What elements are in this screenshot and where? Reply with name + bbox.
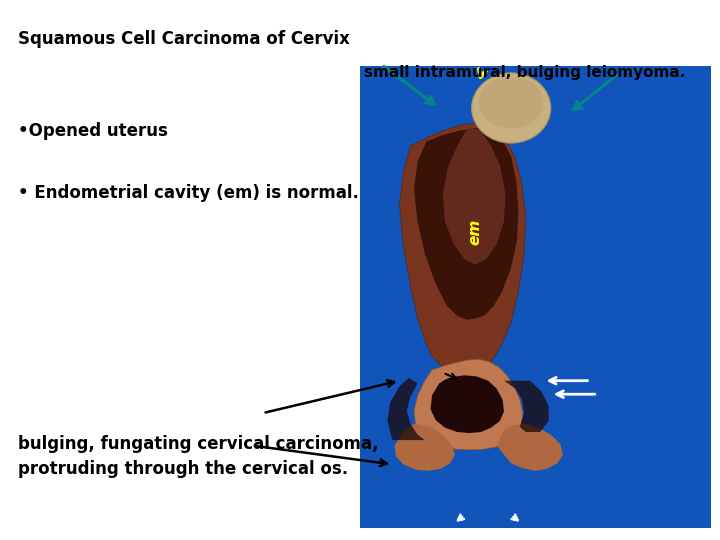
Text: • Endometrial cavity (em) is normal.: • Endometrial cavity (em) is normal. (18, 184, 359, 201)
Ellipse shape (479, 77, 544, 128)
Text: bulging, fungating cervical carcinoma,
protruding through the cervical os.: bulging, fungating cervical carcinoma, p… (18, 435, 379, 478)
Polygon shape (414, 128, 518, 320)
Polygon shape (497, 424, 563, 471)
Polygon shape (414, 359, 523, 450)
Text: Squamous Cell Carcinoma of Cervix: Squamous Cell Carcinoma of Cervix (18, 30, 350, 48)
Polygon shape (431, 375, 504, 433)
Polygon shape (400, 123, 526, 375)
Polygon shape (387, 378, 425, 440)
Bar (360, 66, 711, 528)
Polygon shape (504, 381, 549, 432)
Polygon shape (395, 424, 455, 471)
Text: small intramural, bulging leiomyoma.: small intramural, bulging leiomyoma. (364, 65, 685, 80)
Polygon shape (443, 129, 505, 265)
Text: em: em (468, 219, 482, 245)
Text: •Opened uterus: •Opened uterus (18, 122, 168, 139)
Ellipse shape (472, 73, 551, 143)
